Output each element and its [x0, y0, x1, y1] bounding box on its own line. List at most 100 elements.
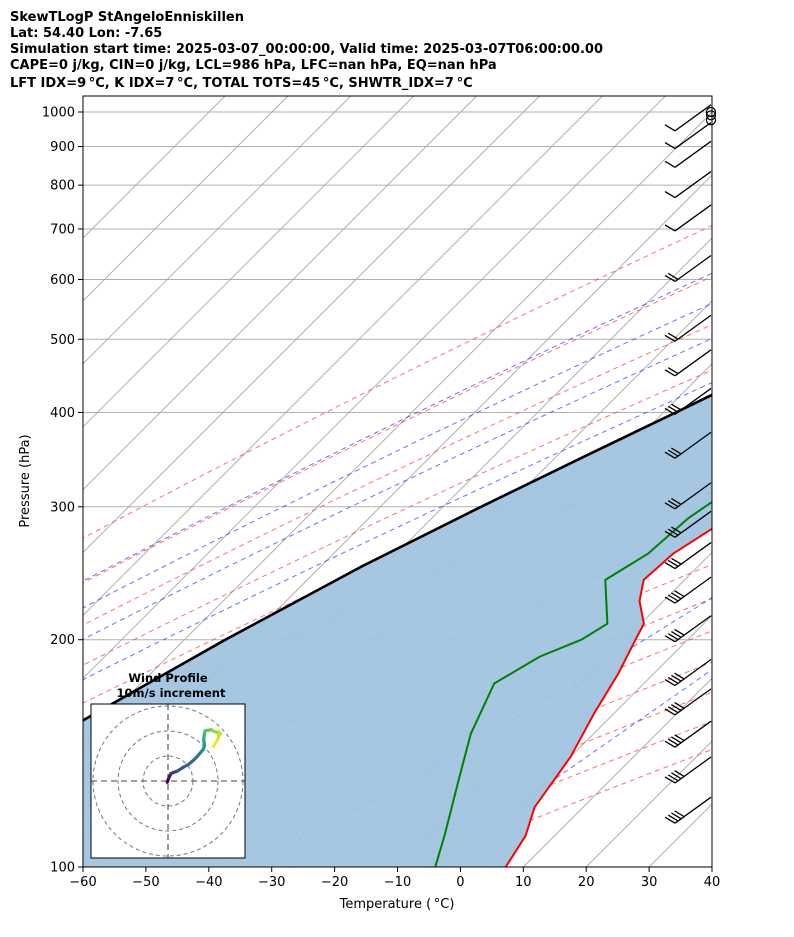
barb-flag [667, 405, 679, 413]
barb-flag [671, 772, 682, 780]
barb-flag [674, 810, 685, 818]
barb-flag [667, 272, 679, 280]
barb-flag [667, 738, 679, 746]
barb-flag [671, 674, 682, 682]
barb-flag [667, 676, 679, 684]
barb-shaft [674, 688, 712, 716]
header-line-2: Lat: 54.40 Lon: -7.65 [10, 26, 162, 41]
isotherm--150 [83, 96, 289, 302]
barb-shaft [674, 349, 712, 377]
y-tick-label: 400 [50, 406, 75, 421]
isotherm-0 [460, 614, 712, 867]
y-tick-label: 200 [50, 633, 75, 648]
barb-flag [667, 332, 679, 340]
barb-flag [674, 734, 685, 742]
hodograph-title: Wind Profile [128, 671, 208, 685]
x-axis-label: Temperature ( °C) [339, 897, 455, 912]
wind-barb [705, 110, 717, 121]
wind-barb [664, 387, 712, 416]
wind-barb [664, 171, 712, 199]
isotherm-40 [711, 866, 712, 867]
y-axis-label: Pressure (hPa) [18, 434, 33, 527]
barb-flag [667, 500, 679, 508]
y-tick-label: 800 [50, 179, 75, 194]
barb-shaft [674, 204, 712, 232]
barb-flag [664, 596, 676, 604]
barb-flag [667, 528, 679, 536]
barb-flag [664, 635, 676, 643]
header-line-1: SkewTLogP StAngeloEnniskillen [10, 10, 244, 25]
barb-shaft [674, 658, 712, 687]
wind-barb [664, 796, 712, 824]
y-tick-label: 900 [50, 140, 75, 155]
wind-barb [664, 756, 712, 784]
barb-shaft [674, 615, 712, 643]
barb-flag [664, 816, 676, 824]
barb-flag [667, 449, 679, 457]
isotherm--140 [83, 96, 352, 365]
barb-flag [664, 561, 676, 570]
hodograph-segment [211, 740, 218, 749]
x-tick-label: 0 [456, 875, 464, 890]
x-tick-label: 40 [704, 875, 721, 890]
barb-flag [664, 530, 676, 538]
wind-barb [705, 106, 717, 118]
barb-flag [664, 124, 676, 132]
barb-flag [664, 451, 676, 459]
header: SkewTLogP StAngeloEnniskillen Lat: 54.40… [10, 10, 603, 91]
wind-barb [664, 431, 712, 459]
barb-flag [667, 706, 679, 714]
wind-barb [664, 720, 712, 748]
barb-shaft [674, 140, 712, 168]
isotherm--130 [83, 96, 415, 428]
isotherm-10 [522, 677, 712, 867]
x-tick-label: −60 [69, 875, 96, 890]
barb-shaft [674, 104, 712, 132]
hodograph-frame [90, 703, 246, 859]
wind-barb [664, 314, 712, 342]
wind-barb [664, 576, 712, 604]
barb-flag [671, 557, 682, 565]
wind-barb [664, 482, 712, 510]
wind-barb [664, 510, 712, 538]
isotherm--100 [83, 96, 603, 617]
barb-shaft [674, 756, 712, 784]
hodograph-subtitle: 10m/s increment [117, 686, 226, 700]
x-tick-label: −40 [195, 875, 222, 890]
barb-flag [664, 191, 676, 199]
barb-flag [664, 224, 676, 232]
barb-flag [667, 594, 679, 602]
barb-flag [664, 369, 676, 377]
y-tick-label: 600 [50, 273, 75, 288]
isotherm--120 [83, 96, 477, 491]
barb-flag [674, 590, 685, 598]
x-tick-label: −20 [321, 875, 348, 890]
header-line-5: LFT IDX=9 °C, K IDX=7 °C, TOTAL TOTS=45 … [10, 76, 473, 91]
barb-flag [674, 628, 685, 636]
barb-flag [667, 367, 679, 375]
barb-flag [674, 672, 685, 680]
barb-flag [664, 678, 676, 687]
x-tick-label: −50 [132, 875, 159, 890]
moist-adiabat [83, 302, 712, 609]
barb-flag [664, 274, 676, 283]
barb-flag [674, 770, 685, 778]
barb-flag [671, 526, 682, 534]
axes: −60 −50 −40 −30 −20 −10 0 10 20 30 40 100 200 300 400 5… [42, 104, 721, 890]
isotherm--90 [83, 96, 666, 679]
wind-barb [664, 658, 712, 687]
dry-adiabat [83, 324, 712, 626]
barb-flag [664, 407, 676, 416]
barb-flag [671, 403, 682, 411]
moist-adiabat [83, 272, 712, 582]
hodograph-plot [91, 704, 245, 858]
hodograph-inset: Wind Profile 10m/s increment [90, 671, 246, 859]
barb-flag [664, 141, 676, 150]
barb-shaft [674, 314, 712, 342]
isotherm--160 [83, 96, 226, 239]
y-tick-label: 300 [50, 500, 75, 515]
barb-flag [664, 740, 676, 748]
wind-barb [664, 140, 712, 168]
header-line-3: Simulation start time: 2025-03-07_00:00:… [10, 42, 603, 57]
moist-adiabat [83, 337, 712, 640]
